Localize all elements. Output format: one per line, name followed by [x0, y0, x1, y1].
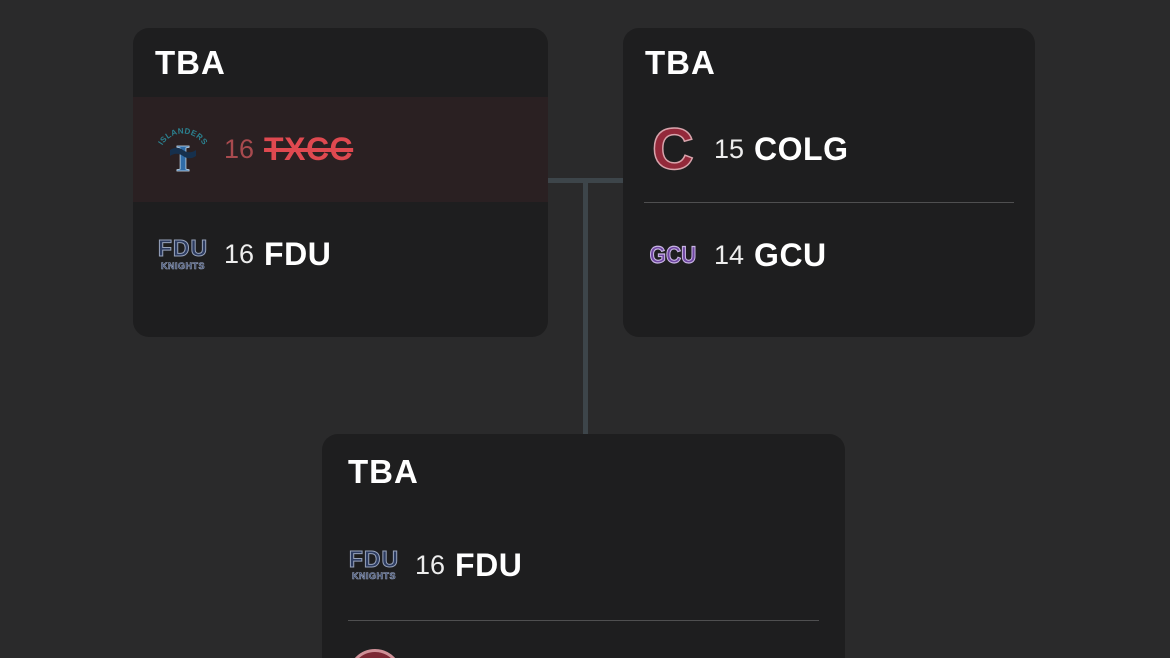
- team-row-fdu[interactable]: FDU KNIGHTS 16 FDU: [133, 202, 548, 307]
- gcu-logo-icon: GCU: [647, 230, 699, 282]
- fdu-logo-subtext: KNIGHTS: [161, 260, 205, 272]
- team-seed: 16: [224, 134, 255, 164]
- team-row-partial[interactable]: [322, 621, 845, 658]
- row-divider: [348, 620, 819, 621]
- match-header: TBA: [133, 28, 548, 97]
- team-row-fdu[interactable]: FDU KNIGHTS 16 FDU: [322, 510, 845, 620]
- team-row-txcc[interactable]: ISLANDERS I 16 TXCC: [133, 97, 548, 202]
- team-code: TXCC: [264, 131, 354, 167]
- tamucc-islanders-logo-icon: ISLANDERS I: [157, 124, 209, 176]
- partial-team-logo-icon: [348, 649, 402, 658]
- team-seed: 15: [714, 134, 745, 164]
- islanders-wave-shape: [170, 147, 196, 158]
- colgate-letter: C: [651, 116, 694, 182]
- row-divider: [644, 202, 1014, 203]
- fdu-logo-subtext: KNIGHTS: [352, 571, 396, 582]
- team-code: FDU: [264, 236, 332, 272]
- team-code: FDU: [455, 546, 523, 583]
- team-row-colg[interactable]: C 15 COLG: [623, 97, 1035, 202]
- match-header: TBA: [623, 28, 1035, 97]
- match-status-label: TBA: [155, 43, 226, 81]
- match-card-next-round: TBA FDU KNIGHTS 16 FDU: [322, 434, 845, 658]
- colgate-logo-icon: C: [647, 116, 699, 182]
- team-seed: 16: [224, 239, 255, 269]
- team-code: GCU: [754, 237, 827, 273]
- team-code: COLG: [754, 131, 849, 167]
- gcu-logo-wordmark: GCU: [649, 241, 697, 269]
- fdu-logo-wordmark: FDU: [157, 235, 209, 262]
- team-seed: 14: [714, 240, 745, 270]
- match-header: TBA: [322, 434, 845, 510]
- match-status-label: TBA: [348, 453, 419, 490]
- match-card-txcc-fdu: TBA ISLANDERS I 16 TXCC FDU KNIGHTS: [133, 28, 548, 337]
- islanders-letter: I: [176, 138, 191, 176]
- team-seed: 16: [415, 549, 446, 580]
- team-row-gcu[interactable]: GCU 14 GCU: [623, 203, 1035, 308]
- match-card-colg-gcu: TBA C 15 COLG GCU 14 GCU: [623, 28, 1035, 337]
- fdu-logo-wordmark: FDU: [348, 545, 400, 572]
- match-status-label: TBA: [645, 43, 716, 81]
- fdu-knights-logo-icon: FDU KNIGHTS: [157, 229, 209, 281]
- bracket-connector-vertical: [583, 178, 588, 434]
- fdu-knights-logo-icon: FDU KNIGHTS: [348, 539, 400, 591]
